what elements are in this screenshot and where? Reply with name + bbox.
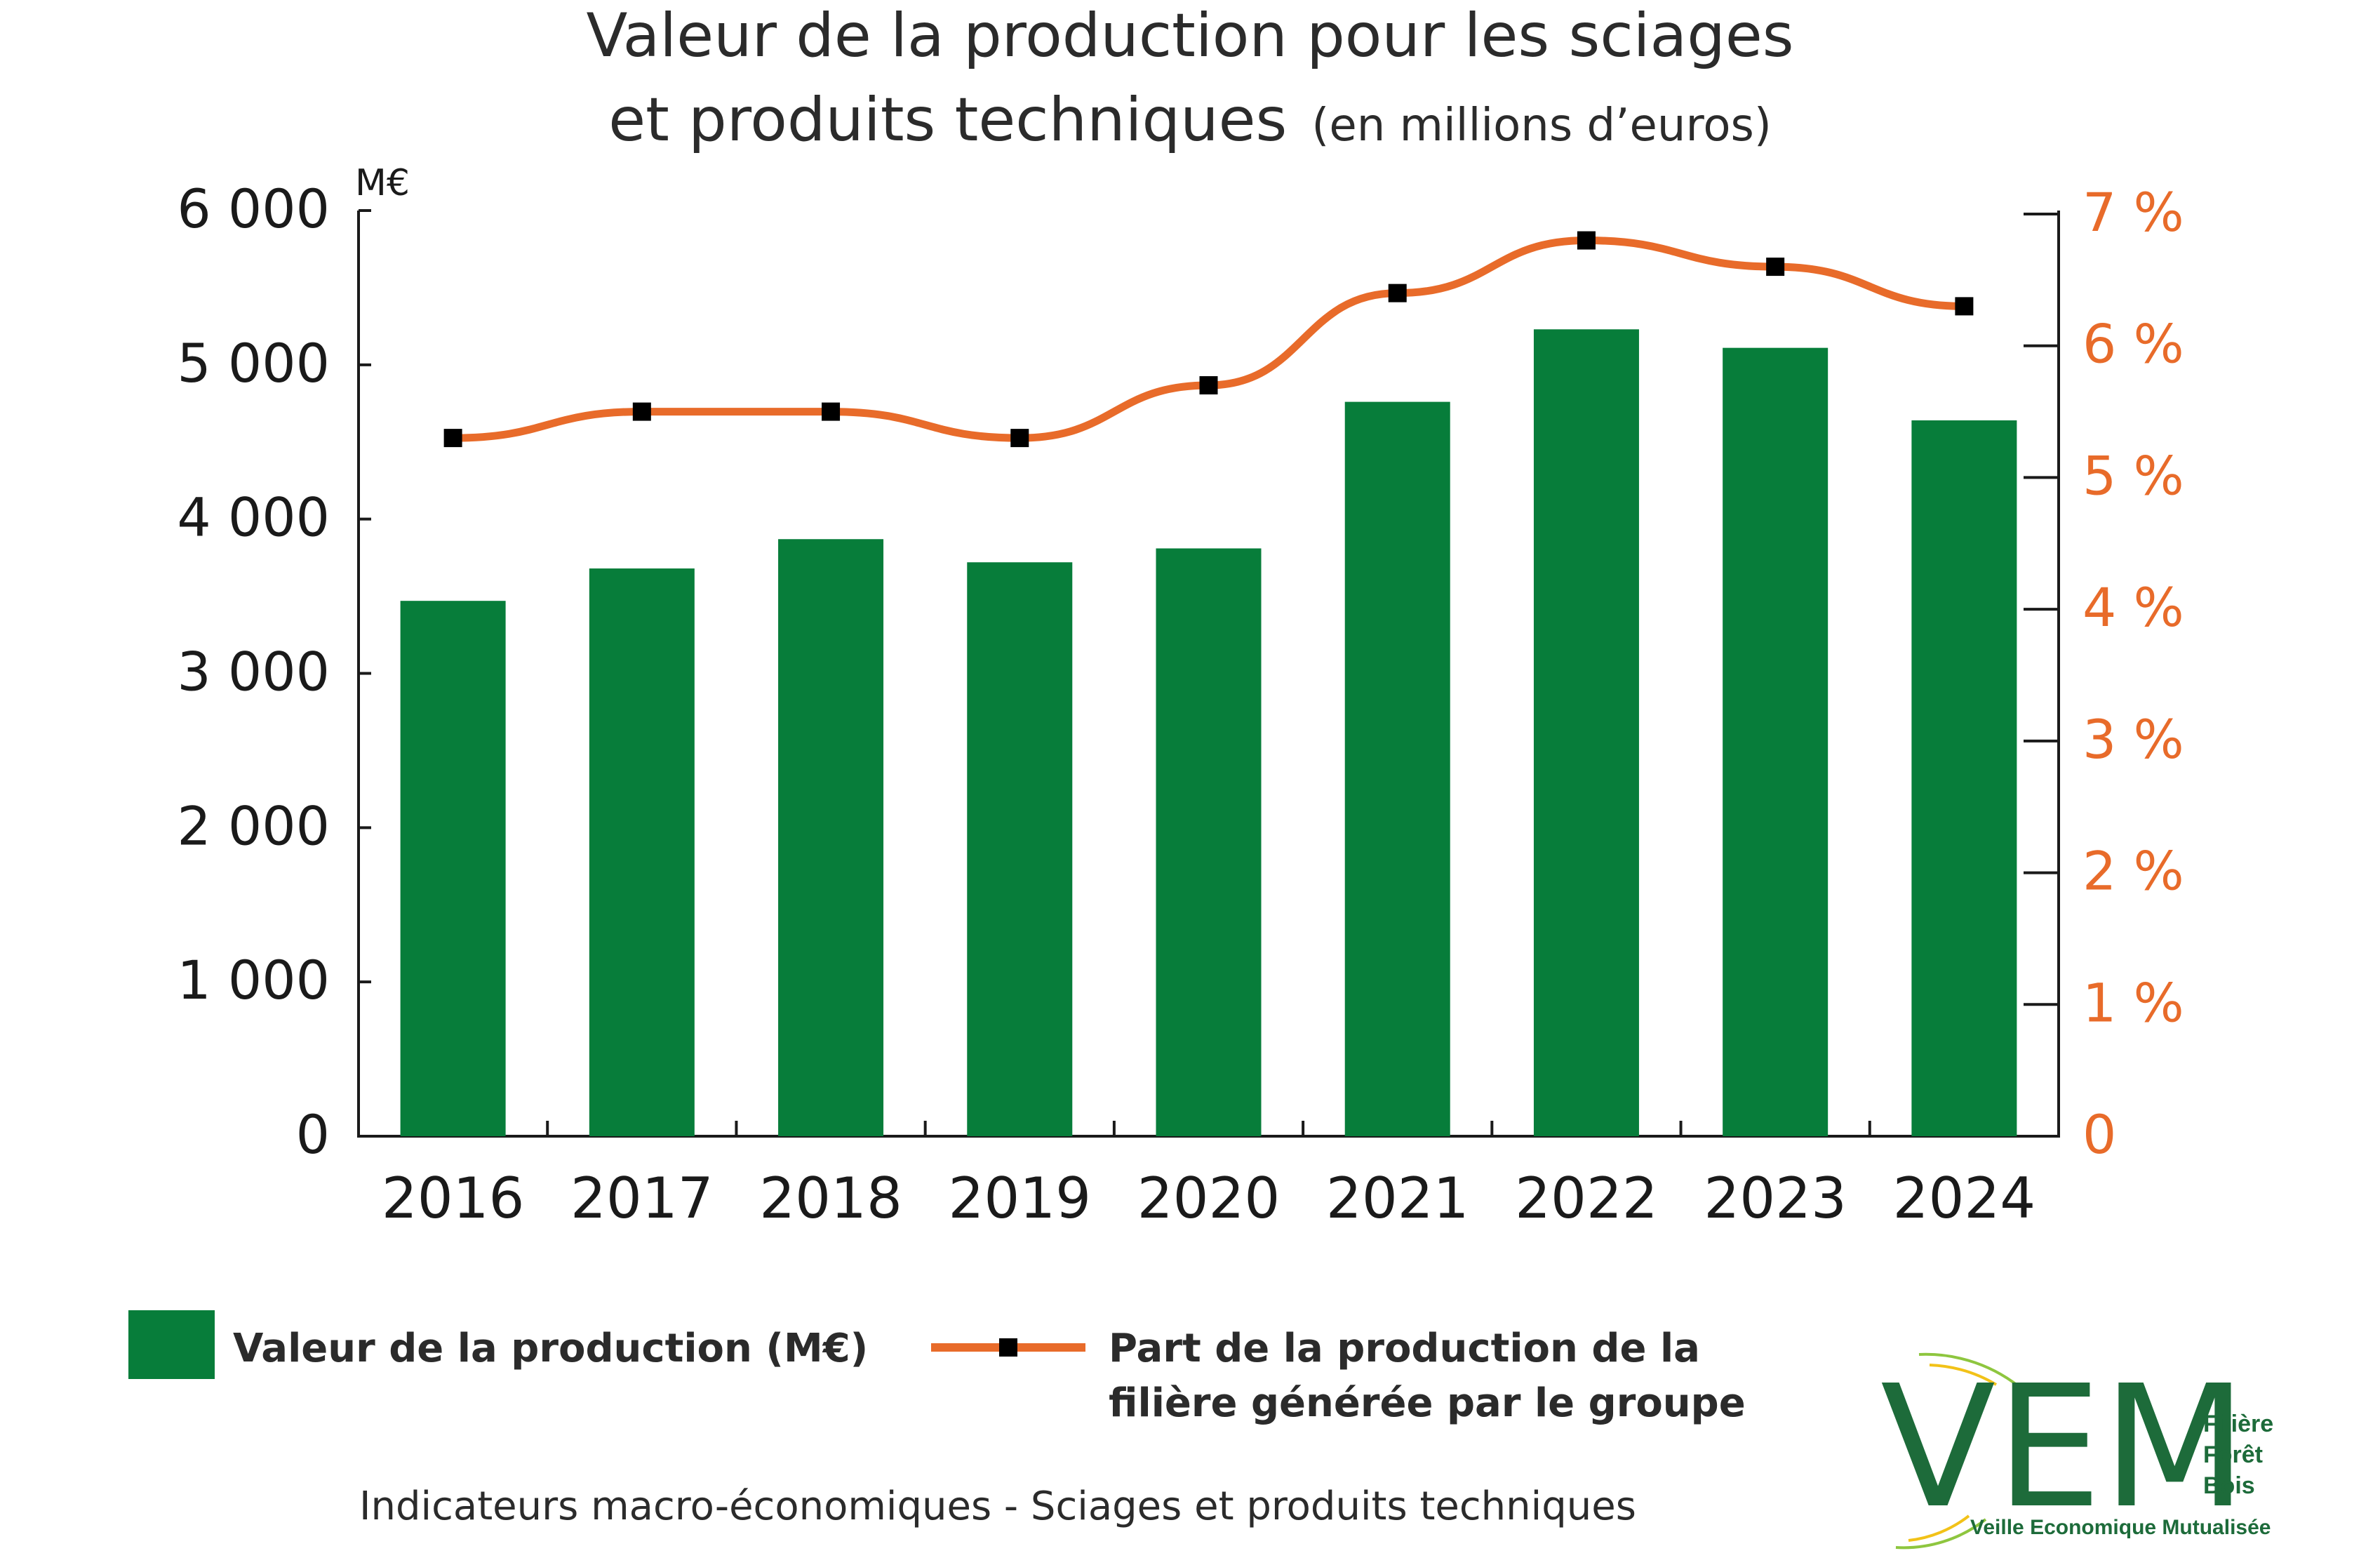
x-tick-label: 2020	[1137, 1166, 1281, 1231]
chart-title-line2-main: et produits techniques	[608, 85, 1287, 155]
line-series	[443, 231, 1974, 448]
bar	[1533, 329, 1639, 1136]
footer-caption: Indicateurs macro-économiques - Sciages …	[359, 1484, 1636, 1529]
legend-bar-swatch	[128, 1310, 215, 1379]
right-tick-label: 4 %	[2082, 576, 2184, 639]
left-tick-label: 1 000	[177, 949, 330, 1011]
left-tick-label: 4 000	[177, 486, 330, 549]
bar	[589, 568, 695, 1136]
bar	[1911, 420, 2017, 1136]
line-point-marker	[822, 402, 841, 421]
logo-tagline: Veille Economique Mutualisée	[1970, 1516, 2271, 1539]
x-tick-label: 2024	[1893, 1166, 2036, 1231]
bar	[778, 539, 884, 1136]
right-tick-label: 1 %	[2082, 971, 2184, 1034]
left-axis-unit-label: M€	[355, 162, 410, 204]
logo-letters: VEM	[1880, 1349, 2247, 1545]
bar	[1723, 347, 1829, 1137]
chart-title-line2-unit: (en millions d’euros)	[1311, 100, 1771, 152]
right-tick-label: 7 %	[2082, 181, 2184, 244]
line-point-marker	[632, 402, 651, 421]
bar-series	[400, 329, 2017, 1137]
x-tick-label: 2017	[570, 1166, 714, 1231]
x-tick-label: 2021	[1326, 1166, 1469, 1231]
legend-line-marker	[999, 1338, 1017, 1357]
bar	[1344, 401, 1450, 1137]
right-axis-ticks: 0 1 % 2 % 3 % 4 % 5 % 6 % 7 %	[2024, 181, 2184, 1166]
x-tick-label: 2023	[1704, 1166, 1847, 1231]
right-tick-label: 2 %	[2082, 840, 2184, 903]
line-point-marker	[1199, 376, 1218, 395]
legend-bar-label: Valeur de la production (M€)	[233, 1326, 868, 1371]
x-tick-label: 2016	[382, 1166, 525, 1231]
left-tick-label: 3 000	[177, 641, 330, 703]
vem-logo: VEM Filière Forêt Bois Veille Economique…	[1880, 1349, 2273, 1550]
legend-line-label-1: Part de la production de la	[1109, 1326, 1700, 1371]
chart-title-line1: Valeur de la production pour les sciages	[586, 1, 1793, 71]
legend-line-label-2: filière générée par le groupe	[1109, 1380, 1746, 1426]
line-point-marker	[1388, 284, 1407, 302]
x-axis-ticks: 2016 2017 2018 2019 2020 2021 2022 2023 2024	[382, 1121, 2035, 1231]
left-tick-label: 5 000	[177, 332, 330, 394]
chart-title-line2: et produits techniques (en millions d’eu…	[608, 85, 1772, 155]
logo-line1: Filière	[2203, 1411, 2273, 1437]
left-tick-label: 6 000	[177, 178, 330, 240]
right-tick-label: 6 %	[2082, 313, 2184, 375]
bar	[400, 601, 506, 1136]
right-tick-label: 5 %	[2082, 444, 2184, 507]
logo-arc-yellow	[1929, 1364, 1998, 1386]
line-point-marker	[443, 429, 462, 448]
logo-line2: Forêt	[2203, 1441, 2263, 1468]
right-tick-label: 0	[2082, 1103, 2116, 1166]
left-tick-label: 2 000	[177, 794, 330, 857]
logo-arc-yellow-bottom	[1908, 1514, 1970, 1542]
line-point-marker	[1766, 258, 1785, 277]
x-tick-label: 2018	[759, 1166, 902, 1231]
line-point-marker	[1577, 231, 1596, 250]
x-tick-label: 2022	[1515, 1166, 1658, 1231]
line-point-marker	[1955, 297, 1974, 316]
bar	[1156, 548, 1262, 1136]
legend: Valeur de la production (M€) Part de la …	[128, 1310, 1746, 1426]
logo-line3: Bois	[2203, 1472, 2255, 1499]
bar	[967, 562, 1073, 1136]
logo-arc-green-bottom	[1895, 1518, 1987, 1550]
left-axis-ticks: 0 1 000 2 000 3 000 4 000 5 000 6 000	[177, 178, 371, 1166]
line-point-marker	[1010, 429, 1029, 448]
logo-arc-green	[1918, 1352, 2026, 1392]
left-tick-label: 0	[296, 1103, 330, 1166]
series-line	[453, 237, 1965, 442]
x-tick-label: 2019	[948, 1166, 1091, 1231]
right-tick-label: 3 %	[2082, 708, 2184, 771]
